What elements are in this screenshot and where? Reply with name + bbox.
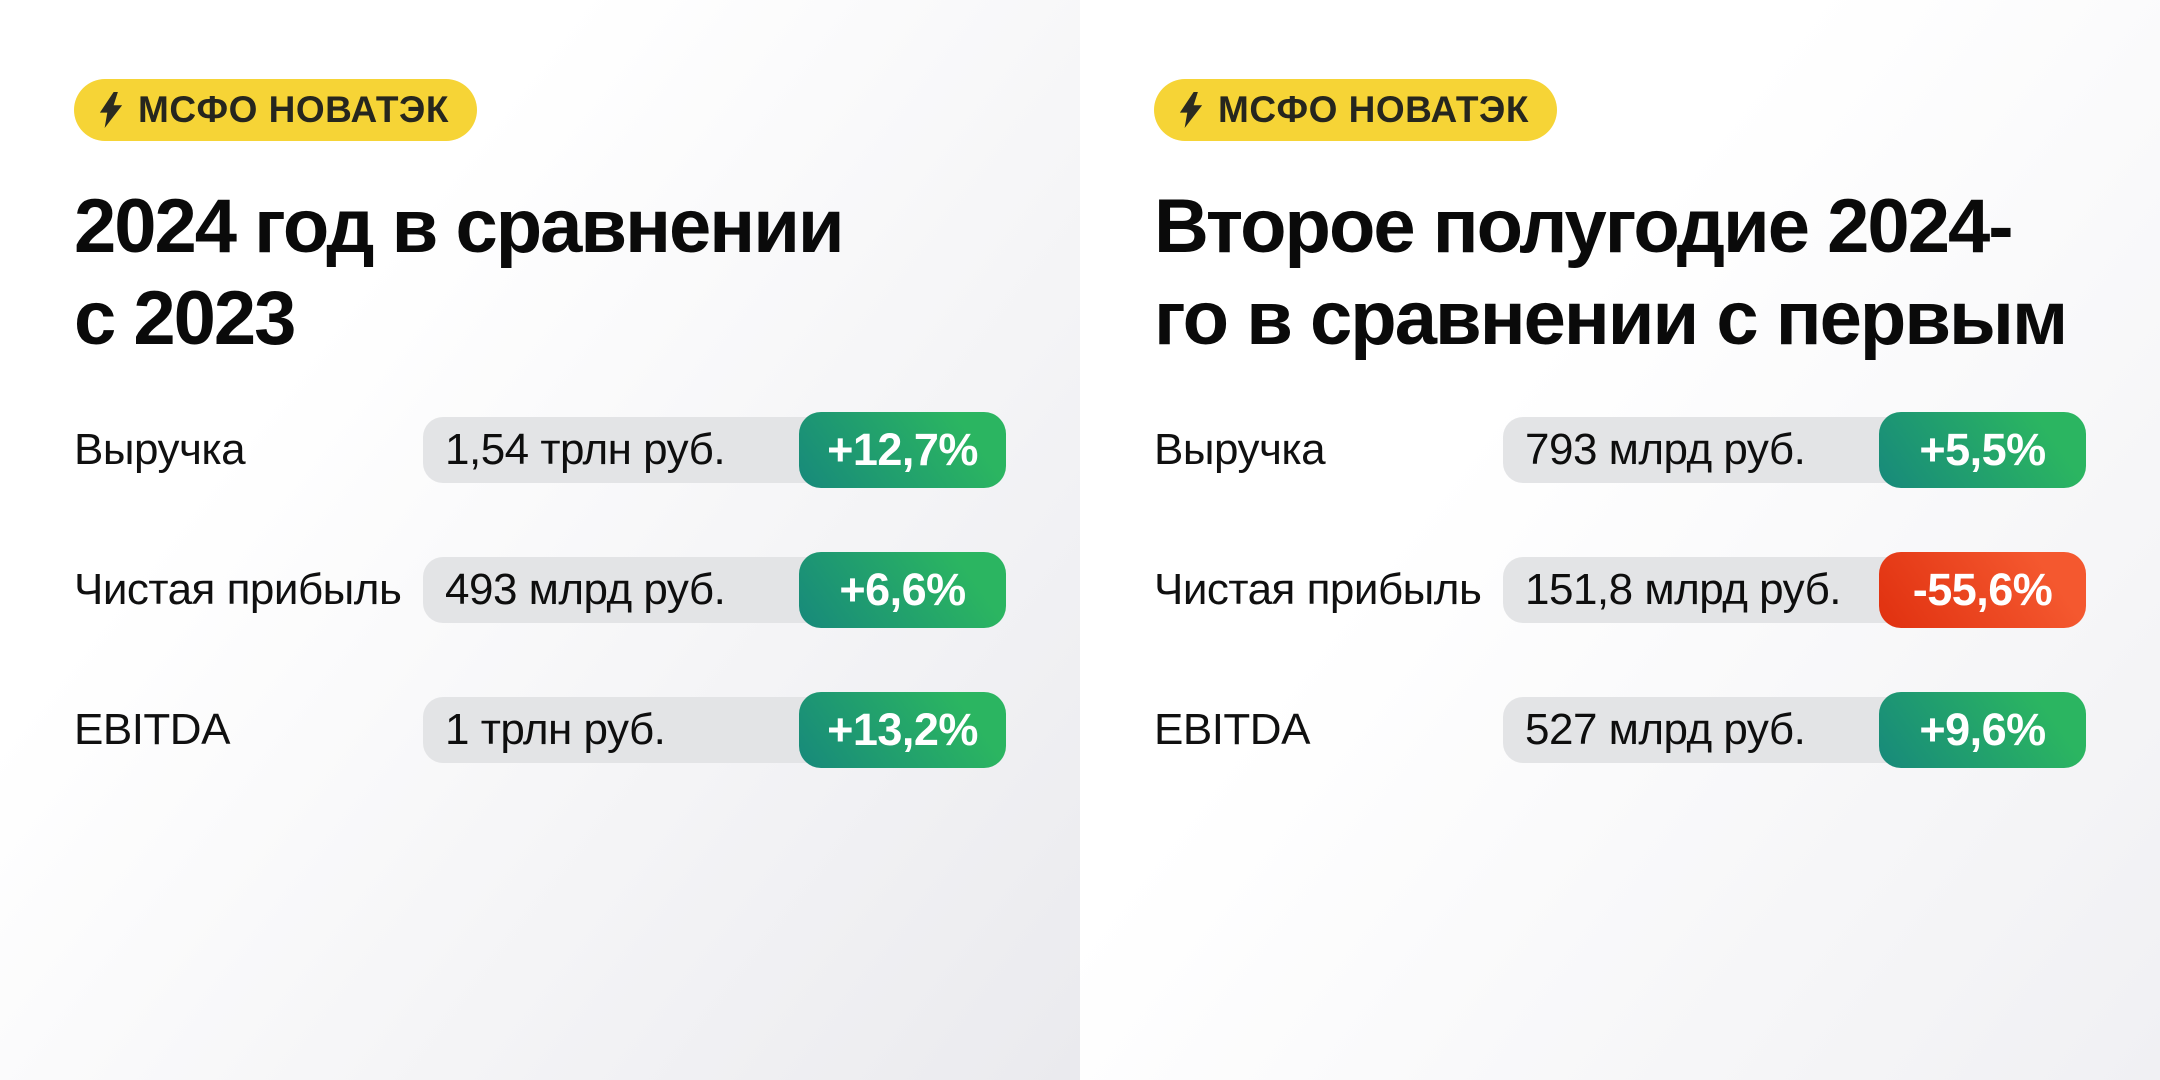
metrics-list: Выручка 1,54 трлн руб. +12,7% Чистая при… [74,412,1080,768]
metric-row-net-profit: Чистая прибыль 493 млрд руб. +6,6% [74,552,1080,628]
metric-change-pill: +9,6% [1879,692,2086,768]
lightning-bolt-icon [99,92,123,128]
panel-title-line-2: го в сравнении с первым [1154,276,2068,361]
source-badge: МСФО НОВАТЭК [1154,79,1557,141]
badge-label: МСФО НОВАТЭК [1218,89,1529,130]
metric-row-ebitda: EBITDA 527 млрд руб. +9,6% [1154,692,2160,768]
metric-change: +5,5% [1919,424,2046,475]
metric-change: +12,7% [827,424,978,475]
metrics-list: Выручка 793 млрд руб. +5,5% Чистая прибы… [1154,412,2160,768]
half-year-comparison-panel: МСФО НОВАТЭК Второе полугодие 2024- го в… [1080,0,2160,1080]
source-badge: МСФО НОВАТЭК [74,79,477,141]
metric-label: EBITDA [1154,705,1310,754]
badge-label: МСФО НОВАТЭК [138,89,449,130]
metric-value: 527 млрд руб. [1525,705,1806,754]
metric-row-net-profit: Чистая прибыль 151,8 млрд руб. -55,6% [1154,552,2160,628]
metric-value-group: 1,54 трлн руб. +12,7% [423,412,1006,488]
metric-value-group: 793 млрд руб. +5,5% [1503,412,2086,488]
metric-label: Выручка [1154,425,1326,474]
lightning-bolt-icon [1179,92,1203,128]
metric-row-ebitda: EBITDA 1 трлн руб. +13,2% [74,692,1080,768]
metric-change-pill: +13,2% [799,692,1006,768]
metric-label: Чистая прибыль [1154,565,1482,614]
panel-title-line-2: с 2023 [74,276,296,361]
metric-change: +6,6% [839,564,966,615]
metric-change-pill: -55,6% [1879,552,2086,628]
panel-title-line-1: 2024 год в сравнении [74,184,845,269]
metric-row-revenue: Выручка 1,54 трлн руб. +12,7% [74,412,1080,488]
annual-comparison-panel: МСФО НОВАТЭК 2024 год в сравнении с 2023… [0,0,1080,1080]
metric-change: +13,2% [827,704,978,755]
metric-label: Выручка [74,425,246,474]
metric-value-group: 151,8 млрд руб. -55,6% [1503,552,2086,628]
panel-title-line-1: Второе полугодие 2024- [1154,184,2014,269]
metric-change: -55,6% [1912,564,2053,615]
metric-value-group: 1 трлн руб. +13,2% [423,692,1006,768]
metric-label: EBITDA [74,705,230,754]
metric-label: Чистая прибыль [74,565,402,614]
panel-title: 2024 год в сравнении с 2023 [74,181,1080,365]
metric-row-revenue: Выручка 793 млрд руб. +5,5% [1154,412,2160,488]
metric-change-pill: +5,5% [1879,412,2086,488]
metric-value: 1 трлн руб. [445,705,666,754]
metric-change-pill: +6,6% [799,552,1006,628]
metric-value: 1,54 трлн руб. [445,425,726,474]
metric-value-group: 493 млрд руб. +6,6% [423,552,1006,628]
metric-value: 793 млрд руб. [1525,425,1806,474]
panel-title: Второе полугодие 2024- го в сравнении с … [1154,181,2160,365]
metric-value: 493 млрд руб. [445,565,726,614]
metric-value: 151,8 млрд руб. [1525,565,1842,614]
metric-value-group: 527 млрд руб. +9,6% [1503,692,2086,768]
metric-change-pill: +12,7% [799,412,1006,488]
metric-change: +9,6% [1919,704,2046,755]
